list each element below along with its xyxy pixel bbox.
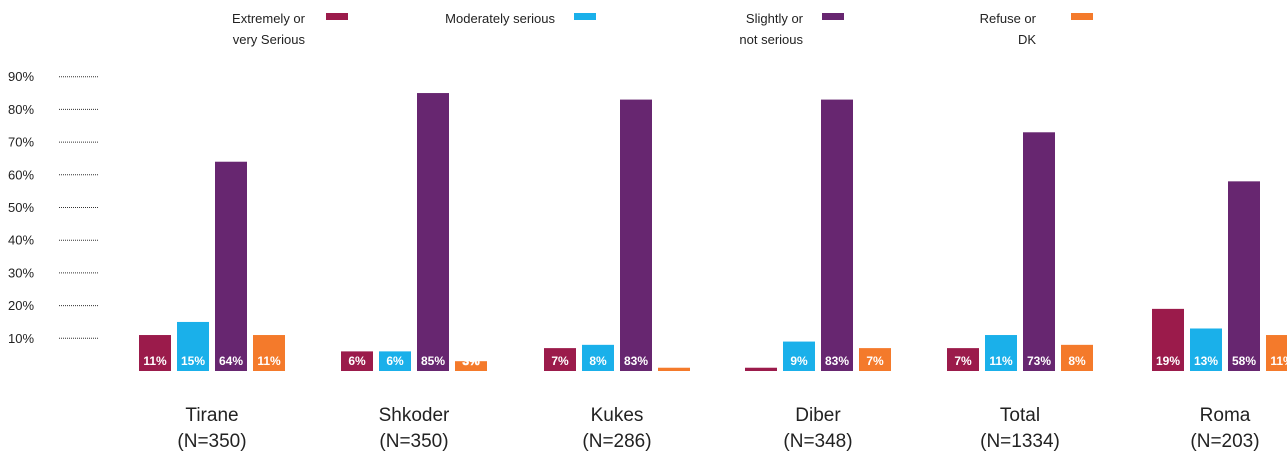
bar-group: 7% 11% 73% 8% <box>947 132 1093 371</box>
legend-swatch <box>822 13 844 20</box>
legend: Extremely or very Serious Moderately serio… <box>232 11 1093 47</box>
legend-label: Moderately serious <box>445 11 555 26</box>
bar-value-label: 11% <box>143 354 167 368</box>
x-axis-labels: Tirane (N=350) Shkoder (N=350) Kukes (N=286) D… <box>177 405 1259 452</box>
bar-value-label: 64% <box>219 354 243 368</box>
bar <box>455 361 487 371</box>
category-label: Total <box>1000 405 1040 426</box>
category-label: Shkoder <box>379 405 450 426</box>
bar-value-label: 11% <box>1270 354 1287 368</box>
y-tick-label: 40% <box>8 233 34 248</box>
bar <box>215 161 247 371</box>
bar <box>859 348 891 371</box>
legend-label: Refuse or DK <box>980 11 1037 47</box>
bar-value-label: 7% <box>954 354 972 368</box>
y-tick-label: 10% <box>8 331 34 346</box>
bar <box>1190 328 1222 371</box>
bar <box>1228 181 1260 371</box>
bar <box>620 99 652 371</box>
bar <box>253 335 285 371</box>
bar-value-label: 15% <box>181 354 205 368</box>
bars: 11% 15% 64% 11% 6% 6% 85% 3% 7% 8% 83% 1% 1% 9% 83% 7% 7… <box>139 93 1287 372</box>
bar-value-label: 6% <box>386 354 404 368</box>
bar-group: 1% 9% 83% 7% <box>745 99 891 371</box>
y-tick-label: 80% <box>8 102 34 117</box>
bar <box>745 367 777 371</box>
bar-value-label: 13% <box>1194 354 1218 368</box>
y-tick-label: 70% <box>8 135 34 150</box>
bar <box>1266 335 1287 371</box>
bar <box>1061 344 1093 371</box>
bar <box>379 351 411 371</box>
bar-value-label: 19% <box>1156 354 1180 368</box>
category-label: Roma <box>1200 405 1251 426</box>
bar <box>544 348 576 371</box>
bar-value-label: 8% <box>589 354 607 368</box>
y-tick-label: 90% <box>8 69 34 84</box>
bar-value-label: 11% <box>989 354 1013 368</box>
legend-swatch <box>326 13 348 20</box>
bar-value-label: 11% <box>257 354 281 368</box>
category-label: Tirane <box>185 405 238 426</box>
legend-swatch <box>574 13 596 20</box>
bar <box>658 367 690 371</box>
category-label: Kukes <box>591 405 644 426</box>
legend-swatch <box>1071 13 1093 20</box>
bar <box>783 341 815 371</box>
bar-value-label: 85% <box>421 354 445 368</box>
category-n-label: (N=286) <box>582 431 651 452</box>
bar <box>177 321 209 371</box>
bar-value-label: 6% <box>348 354 366 368</box>
bar <box>985 335 1017 371</box>
y-tick-label: 20% <box>8 298 34 313</box>
bar <box>139 335 171 371</box>
category-n-label: (N=350) <box>379 431 448 452</box>
bar-value-label: 83% <box>624 354 648 368</box>
bar-value-label: 1% <box>752 354 770 368</box>
legend-label: Extremely or very Serious <box>232 11 306 47</box>
bar-value-label: 7% <box>866 354 884 368</box>
bar <box>947 348 979 371</box>
y-tick-label: 60% <box>8 167 34 182</box>
bar-group: 7% 8% 83% 1% <box>544 99 690 371</box>
bar-value-label: 8% <box>1068 354 1086 368</box>
category-n-label: (N=348) <box>783 431 852 452</box>
bar <box>1023 132 1055 371</box>
bar <box>582 344 614 371</box>
bar-value-label: 58% <box>1232 354 1256 368</box>
bar-value-label: 3% <box>462 354 480 368</box>
bar-group: 11% 15% 64% 11% <box>139 161 285 371</box>
y-tick-label: 30% <box>8 265 34 280</box>
y-tick-label: 50% <box>8 200 34 215</box>
bar-group: 19% 13% 58% 11% <box>1152 181 1287 371</box>
bar <box>341 351 373 371</box>
category-n-label: (N=1334) <box>980 431 1060 452</box>
legend-label: Slightly or not serious <box>739 11 803 47</box>
bar <box>417 93 449 372</box>
y-axis: 90% 80% 70% 60% 50% 40% 30% 20% 10% <box>8 69 98 346</box>
bar-group: 6% 6% 85% 3% <box>341 93 487 372</box>
bar-value-label: 83% <box>825 354 849 368</box>
bar <box>1152 308 1184 371</box>
bar-value-label: 1% <box>665 354 683 368</box>
bar-value-label: 73% <box>1027 354 1051 368</box>
category-n-label: (N=350) <box>177 431 246 452</box>
bar <box>821 99 853 371</box>
category-n-label: (N=203) <box>1190 431 1259 452</box>
bar-value-label: 7% <box>551 354 569 368</box>
bar-value-label: 9% <box>790 354 808 368</box>
category-label: Diber <box>795 405 841 426</box>
